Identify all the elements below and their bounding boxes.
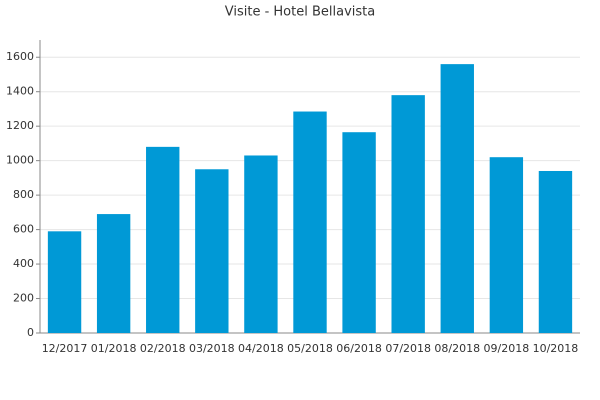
x-tick-label: 02/2018 bbox=[140, 342, 186, 355]
bar bbox=[342, 132, 376, 333]
bar bbox=[391, 95, 425, 333]
y-tick-label: 600 bbox=[13, 223, 34, 236]
y-tick-label: 1200 bbox=[6, 119, 34, 132]
x-tick-label: 08/2018 bbox=[434, 342, 480, 355]
bar bbox=[489, 157, 524, 333]
bar bbox=[146, 146, 180, 333]
bar bbox=[244, 155, 278, 333]
bar bbox=[293, 111, 327, 333]
x-tick-label: 03/2018 bbox=[189, 342, 235, 355]
x-tick-label: 05/2018 bbox=[287, 342, 333, 355]
y-tick-label: 800 bbox=[13, 188, 34, 201]
bar bbox=[47, 231, 82, 333]
x-tick-label: 09/2018 bbox=[484, 342, 530, 355]
x-tick-label: 04/2018 bbox=[238, 342, 284, 355]
y-tick-label: 1600 bbox=[6, 50, 34, 63]
y-tick-label: 1400 bbox=[6, 85, 34, 98]
x-tick-label: 10/2018 bbox=[533, 342, 579, 355]
bar bbox=[440, 64, 474, 334]
x-tick-label: 07/2018 bbox=[385, 342, 431, 355]
chart-title: Visite - Hotel Bellavista bbox=[225, 5, 375, 20]
x-tick-label: 06/2018 bbox=[336, 342, 382, 355]
y-tick-label: 0 bbox=[27, 326, 34, 339]
y-tick-label: 1000 bbox=[6, 154, 34, 167]
x-tick-label: 01/2018 bbox=[91, 342, 137, 355]
bar bbox=[538, 170, 573, 333]
x-tick-label: 12/2017 bbox=[42, 342, 88, 355]
y-tick-label: 400 bbox=[13, 257, 34, 270]
bar bbox=[195, 169, 229, 333]
bar bbox=[96, 214, 131, 333]
y-tick-label: 200 bbox=[13, 292, 34, 305]
